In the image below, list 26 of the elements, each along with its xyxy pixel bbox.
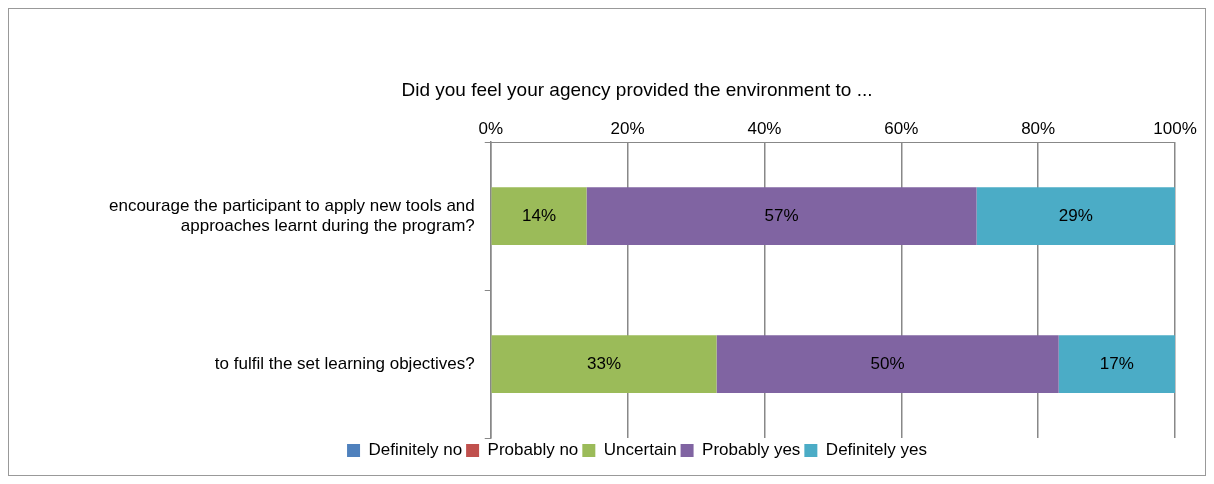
y-tick-label: to fulfil the set learning objectives? (214, 353, 475, 373)
x-tick-label: 60% (884, 118, 919, 138)
data-label: 57% (764, 205, 799, 225)
bar (976, 187, 1175, 245)
bar (1058, 335, 1175, 393)
x-tick-label: 80% (1021, 118, 1056, 138)
data-label: 29% (1058, 205, 1093, 225)
bar (491, 187, 587, 245)
legend-label: Uncertain (603, 440, 677, 460)
legend-label: Probably yes (702, 440, 801, 460)
x-tick-label: 20% (610, 118, 645, 138)
legend-label: Definitely no (368, 440, 463, 460)
bar (586, 187, 977, 245)
data-label: 33% (587, 353, 622, 373)
legend-label: Probably no (487, 440, 579, 460)
data-label: 17% (1099, 353, 1134, 373)
y-tick-label: encourage the participant to apply new tools and approaches learnt during the program? (109, 195, 475, 236)
x-tick-label: 0% (478, 118, 504, 138)
x-tick-label: 40% (747, 118, 782, 138)
data-label: 14% (522, 205, 557, 225)
x-tick-label: 100% (1153, 118, 1197, 138)
bar (491, 335, 717, 393)
data-label: 50% (870, 353, 905, 373)
legend-label: Definitely yes (825, 440, 927, 460)
chart-title: Did you feel your agency provided the environment to ... (401, 78, 873, 100)
bar (716, 335, 1059, 393)
